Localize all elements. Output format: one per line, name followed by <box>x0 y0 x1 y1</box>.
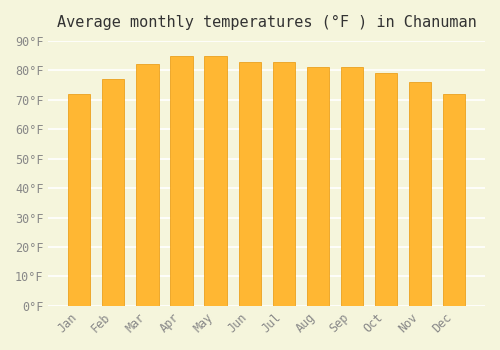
Bar <box>102 79 124 306</box>
Bar <box>170 56 192 306</box>
Bar <box>272 62 295 306</box>
Bar <box>306 68 329 306</box>
Bar <box>443 94 465 306</box>
Bar <box>136 64 158 306</box>
Title: Average monthly temperatures (°F ) in Chanuman: Average monthly temperatures (°F ) in Ch… <box>57 15 476 30</box>
Bar <box>341 68 363 306</box>
Bar <box>409 82 431 306</box>
Bar <box>68 94 90 306</box>
Bar <box>238 62 260 306</box>
Bar <box>204 56 227 306</box>
Bar <box>375 73 397 306</box>
